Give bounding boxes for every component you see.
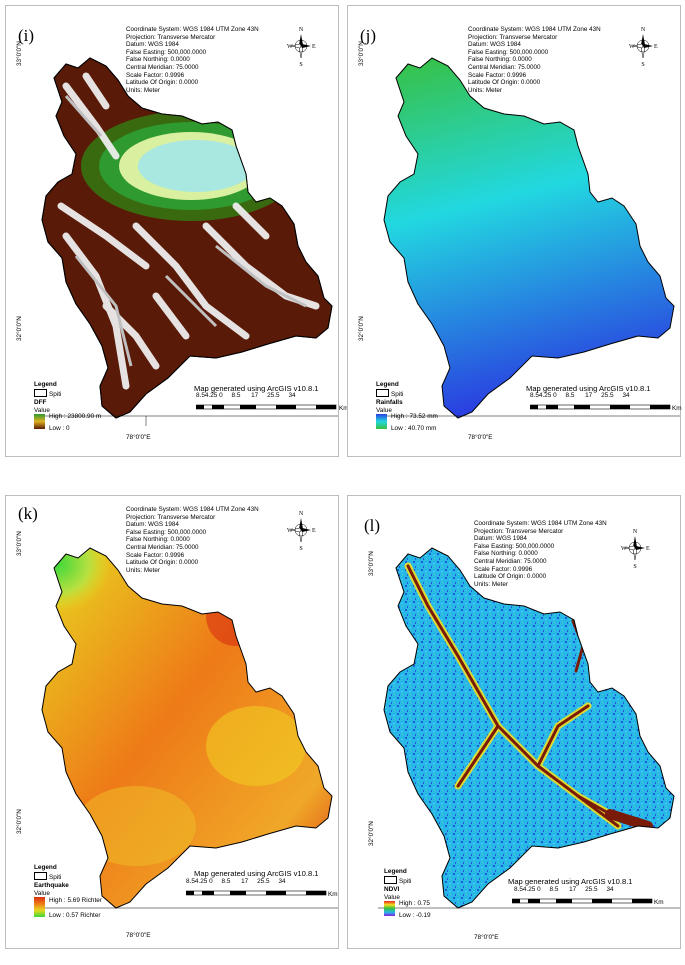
rainfalls-color-ramp: [376, 414, 387, 429]
svg-text:W: W: [629, 44, 635, 50]
scale-ticks: 8.54.25 0 8.5 17 25.5 34: [530, 392, 630, 399]
lon-label: 78°0'0"E: [126, 932, 151, 939]
earthquake-map: [36, 547, 338, 909]
generated-note: Map generated using ArcGIS v10.8.1: [508, 877, 633, 886]
ndvi-map: [378, 547, 680, 909]
svg-text:E: E: [646, 546, 650, 552]
study-area-swatch: [34, 872, 47, 880]
lat-label-bottom: 32°0'0"N: [358, 316, 365, 341]
legend: Legend Spiti Rainfalls Value: [376, 381, 404, 414]
svg-text:N: N: [633, 529, 638, 535]
lon-label: 78°0'0"E: [468, 434, 493, 441]
scale-unit: Km: [339, 405, 349, 412]
generated-note: Map generated using ArcGIS v10.8.1: [194, 869, 319, 878]
map-panel-rainfalls: (j) Coordinate System: WGS 1984 UTM Zone…: [347, 5, 682, 457]
map-panel-earthquake: (k) Coordinate System: WGS 1984 UTM Zone…: [5, 495, 339, 949]
panel-letter: (j): [360, 26, 377, 45]
lat-label-bottom: 32°0'0"N: [368, 821, 375, 846]
projection-info: Coordinate System: WGS 1984 UTM Zone 43N…: [468, 26, 601, 94]
svg-text:W: W: [287, 528, 293, 534]
lat-label-bottom: 32°0'0"N: [16, 809, 23, 834]
lon-label: 78°0'0"E: [474, 934, 499, 941]
projection-info: Coordinate System: WGS 1984 UTM Zone 43N…: [474, 520, 607, 588]
ndvi-color-ramp: [384, 901, 395, 916]
dff-color-ramp: [34, 414, 45, 429]
north-arrow-icon: N W E S: [621, 529, 650, 570]
panel-letter: (i): [18, 26, 35, 45]
svg-text:S: S: [299, 546, 302, 552]
generated-note: Map generated using ArcGIS v10.8.1: [194, 384, 319, 393]
scale-bar: [512, 898, 653, 904]
svg-text:E: E: [312, 44, 316, 50]
svg-text:S: S: [641, 62, 644, 68]
svg-text:W: W: [621, 546, 627, 552]
legend-high: High : 23800.90 m: [49, 413, 102, 420]
scale-unit: Km: [672, 405, 682, 412]
map-panel-ndvi: (l) Coordinate System: WGS 1984 UTM Zone…: [347, 495, 681, 949]
legend: Legend Spiti NDVI Value: [384, 868, 412, 901]
lat-label-top: 33°0'0"N: [16, 41, 23, 66]
lat-label-bottom: 32°0'0"N: [16, 316, 23, 341]
projection-info: Coordinate System: WGS 1984 UTM Zone 43N…: [126, 26, 259, 94]
lat-label-top: 33°0'0"N: [358, 41, 365, 66]
svg-text:N: N: [299, 27, 304, 33]
svg-text:N: N: [299, 511, 304, 517]
svg-text:S: S: [299, 62, 302, 68]
scale-bar: [196, 404, 337, 410]
svg-text:S: S: [633, 564, 636, 570]
legend-low: Low : 0: [49, 425, 70, 432]
north-arrow-icon: N W E S: [287, 27, 316, 68]
legend-low: Low : 0.57 Richter: [49, 912, 101, 919]
scale-ticks: 8.54.25 0 8.5 17 25.5 34: [514, 886, 614, 893]
projection-info: Coordinate System: WGS 1984 UTM Zone 43N…: [126, 506, 259, 574]
scale-ticks: 8.54.25 0 8.5 17 25.5 34: [196, 392, 296, 399]
scale-unit: Km: [328, 891, 338, 898]
svg-text:N: N: [641, 27, 646, 33]
legend: Legend Spiti DFF Value: [34, 381, 62, 414]
north-arrow-icon: N W E S: [629, 27, 658, 68]
lat-label-top: 33°0'0"N: [16, 531, 23, 556]
legend-high: High : 0.75: [399, 900, 430, 907]
rainfalls-map: [378, 57, 680, 419]
lon-label: 78°0'0"E: [126, 434, 151, 441]
legend-low: Low : -0.19: [399, 912, 431, 919]
svg-text:W: W: [287, 44, 293, 50]
north-arrow-icon: N W E S: [287, 511, 316, 552]
earthquake-color-ramp: [34, 897, 45, 917]
legend: Legend Spiti Earthquake Value: [34, 864, 69, 897]
scale-unit: Km: [654, 899, 664, 906]
scale-ticks: 8.54.25 0 8.5 17 25.5 34: [186, 878, 286, 885]
panel-letter: (k): [18, 504, 38, 523]
lat-label-top: 33°0'0"N: [368, 551, 375, 576]
map-panel-dff: (i) Coordinate System: WGS 1984 UTM Zone…: [5, 5, 349, 457]
scale-bar: [530, 404, 671, 410]
study-area-swatch: [376, 389, 389, 397]
legend-low: Low : 40.70 mm: [391, 425, 437, 432]
scale-bar: [186, 890, 327, 896]
svg-text:E: E: [654, 44, 658, 50]
study-area-swatch: [384, 876, 397, 884]
panel-letter: (l): [364, 516, 381, 535]
svg-text:E: E: [312, 528, 316, 534]
legend-high: High : 5.69 Richter: [49, 897, 102, 904]
generated-note: Map generated using ArcGIS v10.8.1: [526, 384, 651, 393]
dff-map: [36, 57, 338, 426]
legend-high: High : 73.52 mm: [391, 413, 438, 420]
study-area-swatch: [34, 389, 47, 397]
